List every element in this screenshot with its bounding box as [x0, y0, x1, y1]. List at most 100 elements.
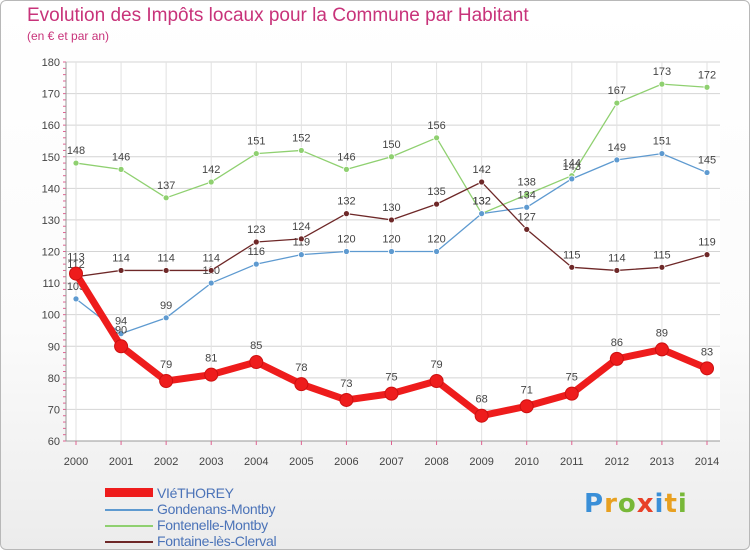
- y-tick-label: 110: [42, 278, 60, 290]
- data-label-fontaine-l-s-clerval: 142: [472, 164, 490, 176]
- y-tick-label: 100: [42, 310, 60, 322]
- data-point-vi-thorey: [519, 399, 534, 414]
- data-label-vi-thorey: 78: [295, 362, 307, 374]
- data-point-gondenans-montby: [117, 330, 125, 338]
- data-label-fontaine-l-s-clerval: 135: [427, 186, 445, 198]
- legend-swatch-fontaine-les-clerval: [105, 541, 153, 543]
- data-point-gondenans-montby: [568, 175, 576, 183]
- data-label-gondenans-montby: 151: [653, 136, 671, 148]
- y-tick-label: 150: [42, 152, 60, 164]
- data-point-fontenelle-montby: [343, 165, 350, 173]
- data-point-gondenans-montby: [162, 314, 170, 322]
- x-tick-label: 2007: [379, 456, 403, 468]
- data-point-gondenans-montby: [297, 251, 305, 259]
- data-label-fontenelle-montby: 172: [698, 69, 716, 81]
- data-point-vi-thorey: [564, 386, 579, 401]
- data-label-fontaine-l-s-clerval: 115: [653, 249, 671, 261]
- data-label-vi-thorey: 89: [656, 327, 668, 339]
- data-point-fontaine-l-s-clerval: [207, 267, 215, 274]
- data-point-gondenans-montby: [433, 248, 440, 255]
- data-point-fontenelle-montby: [117, 165, 125, 173]
- data-point-vi-thorey: [609, 351, 624, 366]
- y-tick-label: 90: [48, 341, 60, 353]
- data-point-fontaine-l-s-clerval: [568, 263, 576, 271]
- x-tick-label: 2006: [334, 456, 358, 468]
- data-point-gondenans-montby: [207, 279, 215, 287]
- legend-swatch-fontenelle-montby: [105, 525, 153, 527]
- data-point-fontaine-l-s-clerval: [613, 267, 621, 274]
- data-point-gondenans-montby: [252, 260, 260, 268]
- data-point-fontaine-l-s-clerval: [297, 235, 305, 243]
- data-label-fontenelle-montby: 132: [472, 196, 490, 208]
- x-tick-label: 2008: [424, 456, 448, 468]
- data-label-fontaine-l-s-clerval: 119: [698, 237, 716, 249]
- x-tick-label: 2001: [109, 456, 133, 468]
- x-tick-label: 2004: [244, 456, 268, 468]
- data-point-vi-thorey: [114, 339, 129, 354]
- data-label-fontenelle-montby: 156: [427, 120, 445, 132]
- legend-label-viethorey: VIéTHOREY: [157, 485, 234, 501]
- y-tick-label: 70: [48, 404, 60, 416]
- x-tick-label: 2013: [650, 456, 674, 468]
- data-point-vi-thorey: [294, 377, 309, 392]
- data-point-gondenans-montby: [72, 295, 80, 303]
- data-point-vi-thorey: [700, 361, 714, 376]
- data-label-fontenelle-montby: 173: [653, 66, 671, 78]
- data-label-gondenans-montby: 94: [115, 316, 127, 328]
- data-label-fontenelle-montby: 151: [247, 136, 265, 148]
- data-label-gondenans-montby: 134: [518, 189, 536, 201]
- data-point-gondenans-montby: [613, 156, 621, 164]
- data-label-fontaine-l-s-clerval: 124: [292, 221, 310, 233]
- data-label-gondenans-montby: 143: [563, 161, 581, 173]
- data-label-fontaine-l-s-clerval: 114: [202, 252, 220, 264]
- y-tick-label: 60: [48, 436, 60, 448]
- data-point-vi-thorey: [429, 373, 444, 388]
- data-label-fontaine-l-s-clerval: 114: [608, 252, 626, 264]
- data-label-vi-thorey: 85: [250, 340, 262, 352]
- data-point-vi-thorey: [384, 386, 399, 401]
- data-point-fontaine-l-s-clerval: [117, 267, 125, 274]
- data-label-fontaine-l-s-clerval: 127: [518, 211, 536, 223]
- data-label-fontenelle-montby: 146: [337, 151, 355, 163]
- x-tick-label: 2012: [605, 456, 629, 468]
- logo-letter: i: [654, 489, 665, 519]
- y-tick-label: 160: [42, 120, 60, 132]
- data-point-fontaine-l-s-clerval: [343, 210, 350, 218]
- y-tick-label: 180: [42, 57, 60, 69]
- y-tick-label: 130: [42, 215, 60, 227]
- x-tick-label: 2003: [199, 456, 223, 468]
- x-tick-label: 2002: [154, 456, 178, 468]
- data-label-gondenans-montby: 149: [608, 142, 626, 154]
- data-point-gondenans-montby: [343, 248, 350, 255]
- data-point-fontaine-l-s-clerval: [523, 225, 531, 233]
- data-label-fontaine-l-s-clerval: 114: [112, 252, 130, 264]
- logo-letter: t: [664, 489, 678, 519]
- y-tick-label: 140: [42, 183, 60, 195]
- data-label-vi-thorey: 79: [430, 359, 442, 371]
- data-label-fontaine-l-s-clerval: 123: [247, 224, 265, 236]
- data-point-fontaine-l-s-clerval: [658, 263, 666, 271]
- data-label-vi-thorey: 73: [340, 378, 352, 390]
- data-label-vi-thorey: 68: [476, 394, 488, 406]
- data-label-gondenans-montby: 116: [248, 246, 266, 258]
- data-label-fontenelle-montby: 148: [67, 145, 85, 157]
- data-label-fontenelle-montby: 167: [608, 85, 626, 97]
- data-point-fontaine-l-s-clerval: [162, 267, 170, 274]
- data-label-vi-thorey: 81: [205, 353, 217, 365]
- legend-label-gondenans-montby: Gondenans-Montby: [157, 501, 276, 517]
- data-point-fontaine-l-s-clerval: [478, 178, 486, 186]
- data-label-vi-thorey: 75: [385, 372, 397, 384]
- data-point-vi-thorey: [654, 342, 669, 357]
- data-label-vi-thorey: 83: [701, 346, 713, 358]
- data-label-fontenelle-montby: 150: [382, 139, 400, 151]
- data-point-fontenelle-montby: [613, 99, 621, 107]
- x-tick-label: 2009: [469, 456, 493, 468]
- data-label-gondenans-montby: 99: [160, 300, 172, 312]
- data-point-vi-thorey: [159, 373, 174, 388]
- data-point-vi-thorey: [204, 367, 219, 382]
- data-point-fontenelle-montby: [433, 134, 440, 142]
- x-tick-label: 2000: [64, 456, 88, 468]
- data-label-fontaine-l-s-clerval: 112: [67, 259, 85, 271]
- data-point-fontenelle-montby: [162, 194, 170, 202]
